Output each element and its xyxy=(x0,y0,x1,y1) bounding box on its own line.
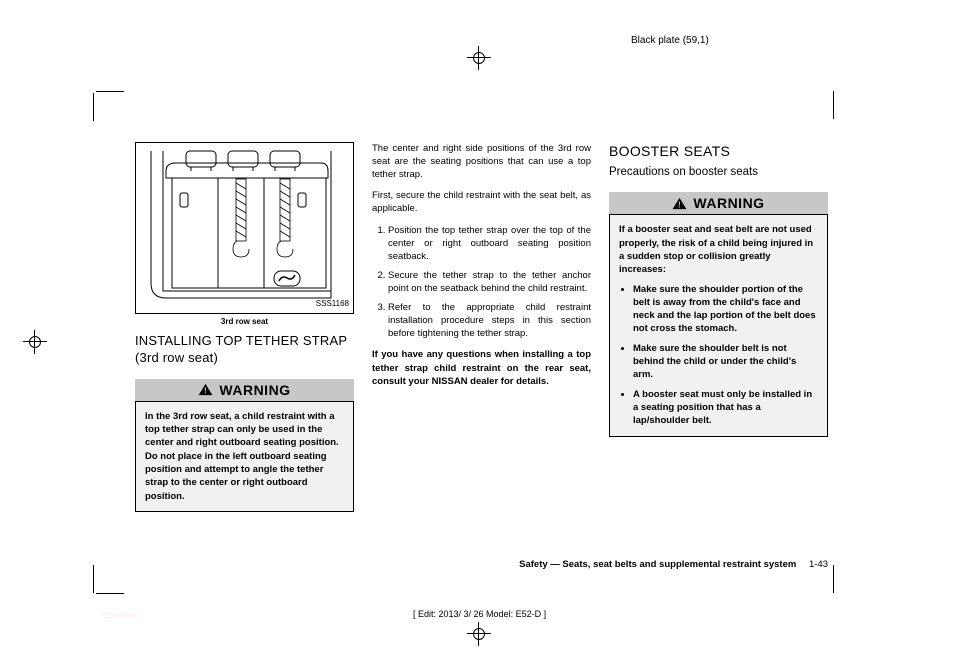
list-item: Make sure the shoulder portion of the be… xyxy=(633,283,818,336)
list-item: A booster seat must only be installed in… xyxy=(633,388,818,428)
warning-label: WARNING xyxy=(693,192,764,214)
crop-mark xyxy=(96,593,124,594)
crop-mark xyxy=(93,565,94,593)
warning-intro: If a booster seat and seat belt are not … xyxy=(619,224,813,275)
section-heading: BOOSTER SEATS xyxy=(609,142,828,161)
column-2: The center and right side positions of t… xyxy=(372,142,591,512)
warning-header: ! WARNING xyxy=(609,192,828,214)
warning-box: In the 3rd row seat, a child restraint w… xyxy=(135,401,354,512)
warning-bullets: Make sure the shoulder portion of the be… xyxy=(619,283,818,428)
warning-triangle-icon: ! xyxy=(198,383,213,396)
section-subheading: Precautions on booster seats xyxy=(609,165,828,181)
footer-chapter: Safety — Seats, seat belts and supplemen… xyxy=(519,559,828,570)
footer-condition: Condition: xyxy=(103,611,139,620)
registration-mark-icon xyxy=(23,330,47,354)
warning-box: If a booster seat and seat belt are not … xyxy=(609,214,828,436)
list-item: Refer to the appropriate child restraint… xyxy=(388,301,591,340)
crop-mark xyxy=(833,565,834,593)
registration-mark-icon xyxy=(467,46,491,70)
procedure-list: Position the top tether strap over the t… xyxy=(372,224,591,341)
page-number: 1-43 xyxy=(809,559,828,570)
list-item: Secure the tether strap to the tether an… xyxy=(388,269,591,295)
body-paragraph: The center and right side positions of t… xyxy=(372,142,591,181)
column-3: BOOSTER SEATS Precautions on booster sea… xyxy=(609,142,828,512)
seat-illustration: SSS1168 xyxy=(135,142,354,314)
list-item: Position the top tether strap over the t… xyxy=(388,224,591,263)
content-columns: SSS1168 3rd row seat INSTALLING TOP TETH… xyxy=(135,142,828,512)
crop-mark xyxy=(96,91,124,92)
illustration-caption: 3rd row seat xyxy=(135,317,354,328)
column-1: SSS1168 3rd row seat INSTALLING TOP TETH… xyxy=(135,142,354,512)
body-paragraph: First, secure the child restraint with t… xyxy=(372,189,591,215)
crop-mark xyxy=(93,93,94,121)
warning-text: In the 3rd row seat, a child restraint w… xyxy=(145,411,339,502)
svg-text:!: ! xyxy=(678,200,681,209)
manual-page: Black plate (59,1) xyxy=(93,35,861,625)
warning-triangle-icon: ! xyxy=(672,197,687,210)
bold-note: If you have any questions when installin… xyxy=(372,348,591,387)
footer-edit-info: [ Edit: 2013/ 3/ 26 Model: E52-D ] xyxy=(413,609,546,619)
warning-label: WARNING xyxy=(219,379,290,401)
registration-mark-icon xyxy=(467,622,491,646)
tether-diagram-icon xyxy=(136,143,353,313)
plate-header: Black plate (59,1) xyxy=(631,35,709,46)
svg-text:!: ! xyxy=(204,387,207,396)
illustration-code: SSS1168 xyxy=(316,299,349,310)
crop-mark xyxy=(833,91,834,119)
list-item: Make sure the shoulder belt is not behin… xyxy=(633,342,818,382)
section-heading: INSTALLING TOP TETHER STRAP (3rd row sea… xyxy=(135,332,354,367)
warning-header: ! WARNING xyxy=(135,379,354,401)
chapter-title: Safety — Seats, seat belts and supplemen… xyxy=(519,559,796,570)
